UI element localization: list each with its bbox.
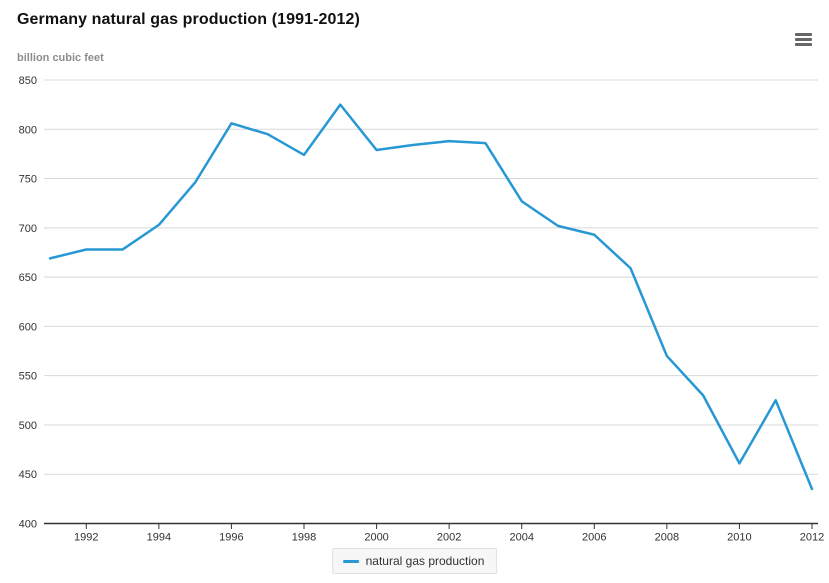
y-axis-label: 450 — [19, 469, 37, 481]
chart-title: Germany natural gas production (1991-201… — [17, 11, 360, 28]
y-axis-label: 550 — [19, 371, 37, 383]
y-axis-label: 750 — [19, 174, 37, 186]
y-axis-label: 600 — [19, 321, 37, 333]
x-axis-label: 2002 — [437, 532, 461, 544]
x-axis-label: 2008 — [655, 532, 679, 544]
hamburger-icon — [795, 33, 812, 36]
x-axis-label: 1996 — [219, 532, 243, 544]
legend-item[interactable]: natural gas production — [331, 548, 498, 574]
hamburger-icon — [795, 38, 812, 41]
y-axis-label: 650 — [19, 272, 37, 284]
y-axis-label: 500 — [19, 420, 37, 432]
x-axis-label: 1994 — [147, 532, 171, 544]
x-axis-label: 2012 — [800, 532, 824, 544]
x-axis-label: 1998 — [292, 532, 316, 544]
x-axis-label: 2006 — [582, 532, 606, 544]
x-axis-label: 2004 — [509, 532, 533, 544]
legend-line-swatch — [342, 559, 359, 563]
hamburger-icon — [795, 43, 812, 46]
x-axis-label: 2000 — [364, 532, 388, 544]
y-axis-label: 800 — [19, 124, 37, 136]
y-axis-units-label: billion cubic feet — [17, 52, 104, 64]
x-axis-label: 2010 — [727, 532, 751, 544]
legend-label: natural gas production — [365, 554, 485, 568]
x-axis-label: 1992 — [74, 532, 98, 544]
y-axis-label: 700 — [19, 223, 37, 235]
y-axis-label: 400 — [19, 519, 37, 531]
chart-context-menu-button[interactable] — [793, 29, 815, 50]
series-line-natural-gas-production — [48, 103, 814, 491]
y-axis-label: 850 — [19, 75, 37, 87]
